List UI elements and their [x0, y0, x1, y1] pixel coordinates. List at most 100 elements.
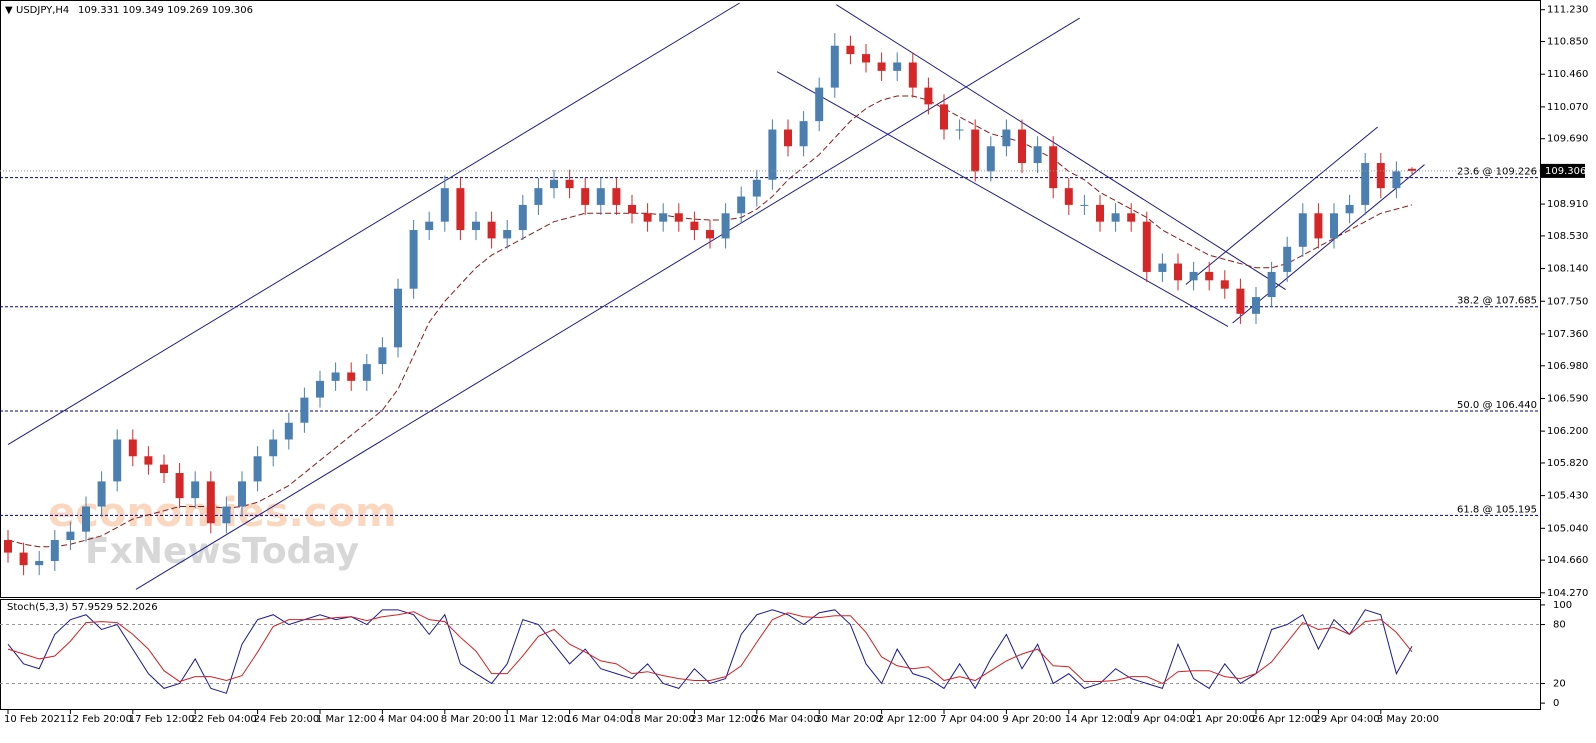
- candle-body: [940, 104, 948, 130]
- candle-body: [986, 146, 995, 172]
- candle-body: [690, 221, 699, 231]
- candle-body: [300, 397, 309, 423]
- y-tick-label: 111.230: [1547, 5, 1588, 16]
- y-tick-label: 107.360: [1547, 329, 1588, 340]
- x-tick-label: 12 Feb 20:00: [66, 714, 132, 725]
- candle-body: [35, 560, 44, 566]
- plot-clip: 23.6 @ 109.226 38.2 @ 107.685 50.0 @ 106.4…: [0, 2, 1541, 590]
- candle-body: [206, 481, 215, 524]
- candle-body: [1361, 163, 1370, 205]
- y-tick-label: 105.430: [1547, 491, 1588, 502]
- x-tick-label: 10 Feb 2021: [4, 714, 66, 725]
- main-pane: [0, 0, 1541, 598]
- candle-body: [222, 506, 231, 524]
- y-tick-label: 0: [1553, 698, 1559, 709]
- candle-body: [565, 179, 574, 189]
- moving-average: [7, 95, 1413, 548]
- x-tick-label: 21 Apr 20:00: [1190, 714, 1255, 725]
- candle-body: [971, 129, 980, 172]
- candle-body: [1392, 171, 1401, 189]
- candle-body: [503, 230, 512, 239]
- y-tick-label: 100: [1553, 600, 1572, 611]
- y-tick-label: 110.460: [1547, 69, 1588, 80]
- ohlc-close: 109.306: [212, 5, 253, 16]
- x-tick-label: 11 Mar 12:00: [503, 714, 570, 725]
- candle-body: [1314, 213, 1323, 239]
- candle-body: [674, 213, 683, 222]
- candle-body: [1376, 163, 1385, 189]
- candle-body: [456, 188, 465, 231]
- candle-body: [830, 45, 839, 88]
- candle-body: [4, 540, 12, 553]
- candle-body: [1127, 213, 1136, 222]
- candle-body: [347, 372, 356, 381]
- candle-body: [784, 129, 792, 147]
- y-tick-label: 20: [1553, 678, 1566, 689]
- candle-body: [846, 45, 855, 55]
- candle-body: [612, 188, 621, 205]
- x-tick-label: 9 Apr 20:00: [1002, 714, 1061, 725]
- fib-label: 61.8 @ 105.195: [1457, 504, 1537, 515]
- x-tick-label: 23 Mar 12:00: [690, 714, 757, 725]
- x-tick-label: 8 Mar 20:00: [441, 714, 501, 725]
- candle-body: [1298, 213, 1307, 247]
- y-tick-label: 107.750: [1547, 296, 1588, 307]
- candle-body: [425, 221, 434, 231]
- candle-body: [1330, 213, 1338, 239]
- y-tick-label: 106.200: [1547, 426, 1588, 437]
- candle-body: [238, 481, 246, 507]
- candle-body: [66, 531, 75, 541]
- x-tick-label: 19 Apr 04:00: [1127, 714, 1192, 725]
- x-tick-label: 18 Mar 20:00: [628, 714, 695, 725]
- trendline: [1232, 164, 1425, 324]
- fib-label: 38.2 @ 107.685: [1457, 296, 1537, 307]
- candle-body: [331, 372, 340, 381]
- candle-body: [628, 204, 636, 214]
- candle-body: [253, 456, 262, 482]
- candle-body: [1158, 263, 1167, 272]
- x-tick-label: 29 Apr 04:00: [1314, 714, 1379, 725]
- x-tick-label: 26 Mar 04:00: [753, 714, 820, 725]
- candle-body: [1205, 271, 1214, 281]
- candle-body: [1267, 271, 1276, 298]
- candle-body: [721, 213, 730, 239]
- x-tick-label: 4 Mar 04:00: [378, 714, 438, 725]
- stoch-line: [7, 611, 1413, 685]
- candle-body: [550, 179, 558, 189]
- x-tick-label: 3 May 20:00: [1377, 714, 1439, 725]
- trendline: [1185, 126, 1378, 285]
- stoch-line: [7, 609, 1413, 694]
- candle-body: [1111, 213, 1120, 222]
- candle-body: [1018, 129, 1026, 164]
- ohlc-high: 109.349: [123, 5, 164, 16]
- ohlc-low: 109.269: [167, 5, 208, 16]
- candle-body: [316, 380, 324, 398]
- candle-body: [596, 188, 605, 205]
- candle-body: [284, 422, 293, 440]
- candle-body: [1002, 129, 1011, 147]
- candle-body: [534, 188, 543, 205]
- candle-body: [191, 481, 200, 499]
- price-box: [1541, 163, 1585, 178]
- x-tick-label: 16 Mar 04:00: [566, 714, 633, 725]
- x-tick-label: 2 Apr 12:00: [878, 714, 937, 725]
- y-tick-label: 105.040: [1547, 523, 1588, 534]
- candle-body: [518, 204, 527, 231]
- stoch-main: 57.9529: [72, 602, 113, 613]
- candle-body: [378, 347, 387, 365]
- x-tick-label: 14 Apr 12:00: [1065, 714, 1130, 725]
- symbol-title: USDJPY,H4: [16, 5, 69, 16]
- candle-body: [175, 473, 184, 499]
- candle-body: [160, 464, 168, 474]
- x-tick-label: 17 Feb 12:00: [129, 714, 195, 725]
- menu-arrow[interactable]: ▼: [5, 5, 13, 16]
- y-tick-label: 108.140: [1547, 264, 1588, 275]
- fib-label: 23.6 @ 109.226: [1457, 167, 1537, 178]
- stoch-name: Stoch(5,3,3): [7, 602, 69, 613]
- candle-body: [706, 230, 714, 239]
- trendline: [836, 4, 1286, 290]
- x-tick-label: 26 Apr 12:00: [1252, 714, 1317, 725]
- candle-body: [1408, 168, 1416, 171]
- x-tick-label: 24 Feb 20:00: [254, 714, 320, 725]
- y-tick-label: 104.660: [1547, 555, 1588, 566]
